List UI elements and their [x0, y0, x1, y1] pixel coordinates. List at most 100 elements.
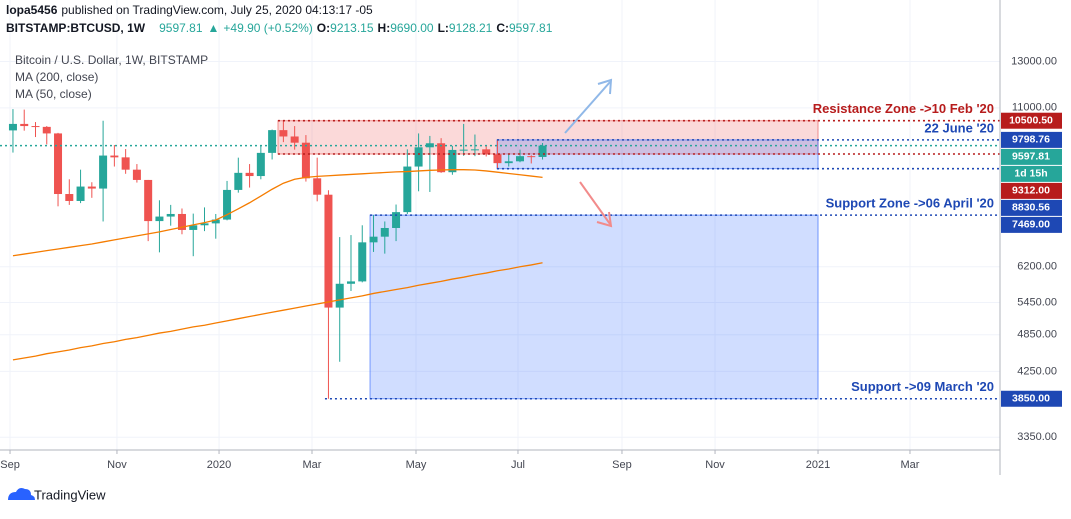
candle-body [290, 136, 299, 143]
candle-body [392, 212, 401, 228]
y-tick-label: 13000.00 [1011, 55, 1057, 67]
candle-body [448, 149, 457, 173]
y-tick-label: 11000.00 [1012, 102, 1057, 114]
legend-entry: MA (50, close) [15, 87, 92, 101]
candle-body [324, 194, 333, 308]
candle-body [155, 216, 164, 222]
user: lopa5456 [6, 3, 58, 17]
candle-body [121, 157, 130, 170]
candle-body [65, 194, 74, 201]
candle-body [516, 156, 524, 162]
candle-body [245, 172, 254, 177]
candle-body [8, 123, 17, 131]
brand-logo [8, 488, 35, 500]
x-tick-label: Nov [705, 459, 725, 471]
candle-body [54, 133, 63, 195]
arrow: ▲ [208, 21, 220, 35]
candle-body [99, 155, 108, 189]
x-tick-label: Nov [107, 459, 127, 471]
published: published on TradingView.com, July 25, 2… [61, 3, 373, 17]
plot [0, 109, 1000, 400]
candle-body [335, 283, 344, 308]
price-label-bg [1001, 216, 1062, 233]
price-label-bg [1001, 131, 1062, 148]
candle-body [200, 223, 209, 226]
candle-body [42, 126, 51, 134]
candle-body [279, 130, 288, 137]
candle-body [504, 161, 513, 164]
axes: 3350.00 4250.00 4850.00 5450.00 6200.00 11000… [0, 55, 1062, 471]
candle-body [380, 227, 389, 237]
high-label: H: [378, 21, 391, 35]
y-tick-label: 4850.00 [1017, 329, 1057, 341]
price-label-bg [1001, 112, 1062, 129]
candle-body [414, 147, 423, 167]
candle-body [189, 225, 198, 230]
level-note: Resistance Zone ->10 Feb '20 [813, 101, 994, 116]
candle-body [482, 149, 491, 155]
y-tick-label: 3350.00 [1017, 431, 1057, 443]
x-tick-label: May [406, 459, 427, 471]
candle-body [493, 154, 502, 164]
y-tick-label: 6200.00 [1017, 261, 1057, 273]
candle-body [403, 166, 412, 213]
candle-body [211, 219, 220, 224]
candle-body [268, 130, 277, 153]
x-tick-label: Sep [0, 459, 20, 471]
zones [277, 120, 819, 400]
candle-body [20, 123, 29, 127]
drawing-arrow-up [564, 81, 611, 134]
legend-entry: MA (200, close) [15, 70, 98, 84]
candle-body [87, 186, 96, 189]
candle-body [527, 156, 536, 158]
low-label: L: [438, 21, 449, 35]
candle-body [144, 179, 153, 222]
price-label-bg [1001, 199, 1062, 216]
symbol: BITSTAMP:BTCUSD, 1W [6, 21, 146, 35]
price-label: 3850.00 [1012, 393, 1050, 405]
zone [277, 120, 819, 155]
candle-body [223, 189, 232, 220]
candle-body [470, 149, 479, 151]
change: +49.90 (+0.52%) [223, 21, 312, 35]
candle-body [358, 242, 367, 282]
price-label: 7469.00 [1012, 219, 1050, 231]
x-tick-label: Mar [900, 459, 919, 471]
candle-body [234, 172, 243, 190]
ma-line [12, 169, 543, 257]
level-note: Support Zone ->06 April '20 [826, 196, 994, 211]
drawing-arrowhead [597, 78, 613, 95]
candle-body [110, 155, 119, 158]
candle-body [177, 213, 186, 230]
candle-body [425, 143, 434, 148]
drawing-arrowhead [596, 211, 613, 228]
drawing-arrow-down [579, 181, 611, 225]
candle-body [166, 213, 175, 217]
candle-body [76, 186, 85, 201]
candle-body [437, 143, 446, 173]
low: 9128.21 [449, 21, 493, 35]
candle-body [369, 236, 378, 243]
candle-body [459, 149, 468, 151]
symbol-line: BITSTAMP:BTCUSD, 1W 9597.81 ▲ +49.90 (+0.52… [6, 21, 553, 35]
candle-body [538, 145, 547, 157]
level-note: 22 June '20 [924, 120, 994, 135]
countdown-label-bg [1001, 165, 1062, 182]
publish-line: lopa5456 published on TradingView.com, Ju… [6, 3, 373, 17]
chart-title: Bitcoin / U.S. Dollar, 1W, BITSTAMP [15, 53, 208, 67]
price-label-bg [1001, 148, 1062, 165]
price-label-bg [1001, 390, 1062, 407]
price-label-bg [1001, 182, 1062, 199]
candle-body [31, 126, 40, 128]
y-tick-label: 4250.00 [1017, 365, 1057, 377]
grid [0, 0, 1000, 450]
level-note: Support ->09 March '20 [851, 379, 994, 394]
open-label: O: [317, 21, 330, 35]
close-label: C: [496, 21, 509, 35]
high: 9690.00 [390, 21, 434, 35]
x-tick-label: Sep [612, 459, 632, 471]
price-label: 9312.00 [1012, 185, 1050, 197]
x-tick-label: 2021 [806, 459, 830, 471]
ma-line [12, 262, 543, 361]
